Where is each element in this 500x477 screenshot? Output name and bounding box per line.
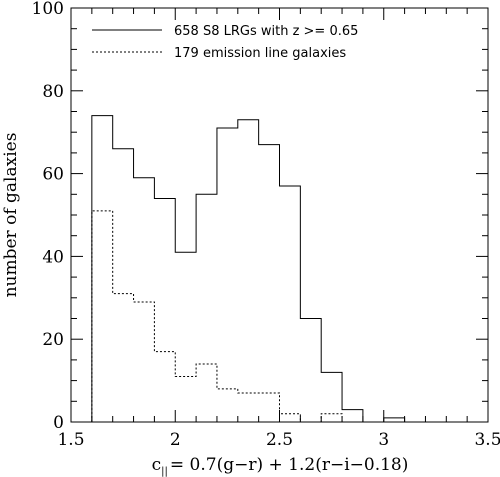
x-axis-label-main: c	[152, 455, 162, 475]
x-axis-label: c|| = 0.7(g−r) + 1.2(r−i−0.18)	[152, 455, 409, 477]
y-tick-label: 40	[42, 247, 64, 267]
legend-label-1: 658 S8 LRGs with z >= 0.65	[174, 24, 358, 39]
y-tick-label: 20	[42, 330, 64, 350]
y-tick-label: 0	[53, 413, 64, 433]
axis-ticks	[70, 7, 489, 423]
tick-labels: 1.5 2 2.5 3 3.5 0 20 40 60 80 100	[32, 0, 500, 450]
x-tick-label: 3	[378, 430, 389, 450]
x-tick-label: 3.5	[474, 430, 500, 450]
legend: 658 S8 LRGs with z >= 0.65 179 emission l…	[92, 24, 358, 61]
x-tick-label: 2	[170, 430, 181, 450]
x-axis-label-subscript: ||	[161, 466, 168, 477]
y-tick-label: 60	[42, 165, 64, 185]
x-tick-label: 2.5	[266, 430, 293, 450]
legend-label-2: 179 emission line galaxies	[174, 46, 346, 61]
y-axis-label: number of galaxies	[1, 133, 21, 298]
series-group	[91, 115, 406, 423]
x-axis-label-rest: = 0.7(g−r) + 1.2(r−i−0.18)	[170, 455, 408, 475]
x-tick-label: 1.5	[57, 430, 84, 450]
y-tick-label: 80	[42, 82, 64, 102]
y-tick-label: 100	[32, 0, 64, 19]
series-2-histogram	[91, 210, 405, 423]
series-1-histogram	[91, 115, 406, 423]
plot-frame	[70, 7, 489, 423]
